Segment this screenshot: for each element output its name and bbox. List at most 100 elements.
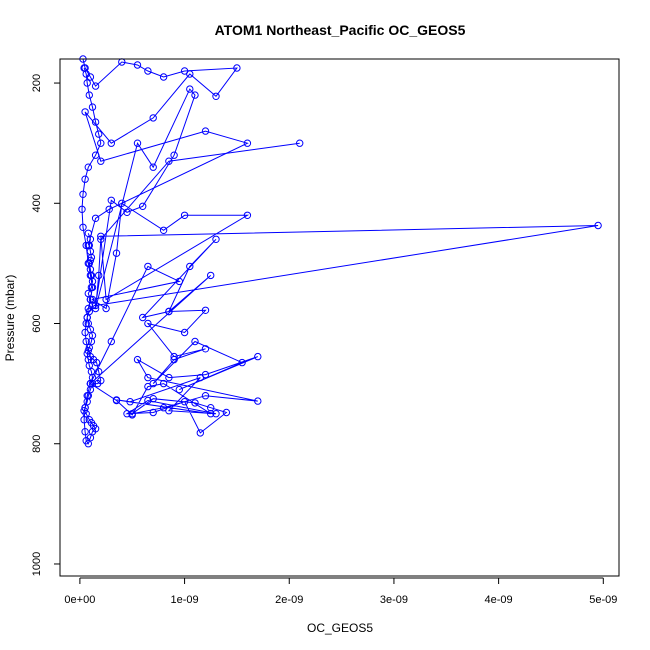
data-point — [107, 337, 116, 346]
data-point — [243, 139, 252, 147]
data-point — [82, 337, 90, 346]
chart-title: ATOM1 Northeast_Pacific OC_GEOS5 — [215, 22, 466, 38]
data-point — [81, 404, 89, 412]
data-point — [88, 103, 97, 111]
data-point — [102, 295, 110, 304]
data-point — [95, 130, 103, 138]
data-point — [102, 304, 110, 313]
data-point — [123, 208, 131, 217]
data-point — [196, 373, 205, 382]
data-point — [91, 118, 100, 126]
data-point — [144, 67, 152, 75]
data-point — [86, 256, 95, 265]
data-point — [123, 410, 131, 418]
data-point — [84, 163, 93, 171]
data-point — [165, 157, 173, 165]
data-point — [85, 91, 94, 99]
data-point — [82, 437, 90, 445]
data-point — [207, 410, 215, 418]
data-point — [91, 301, 100, 310]
data-point — [97, 235, 105, 244]
data-point — [139, 202, 147, 211]
data-layer — [78, 55, 602, 448]
y-axis: 200 400 600 800 1000 — [31, 74, 61, 576]
data-point — [149, 163, 157, 171]
data-point — [144, 262, 152, 271]
data-point — [133, 139, 142, 147]
x-axis: 0e+00 1e-09 2e-09 3e-09 4e-09 5e-09 — [64, 577, 617, 606]
y-axis-label: Pressure (mbar) — [3, 275, 17, 362]
x-tick-label: 3e-09 — [380, 594, 408, 606]
data-point — [196, 429, 205, 437]
data-point — [170, 151, 178, 159]
data-point — [238, 358, 246, 367]
data-point — [82, 241, 90, 250]
data-point — [175, 277, 184, 286]
data-point — [78, 205, 86, 214]
data-point — [144, 319, 152, 328]
data-point — [296, 139, 304, 147]
y-tick-label: 1000 — [31, 552, 43, 576]
data-point — [165, 307, 173, 316]
data-point — [85, 307, 94, 316]
y-tick-label: 600 — [31, 314, 43, 332]
data-point — [126, 398, 134, 406]
data-point — [201, 127, 210, 135]
data-point — [243, 211, 252, 220]
data-point — [144, 396, 152, 405]
data-point — [233, 64, 241, 72]
data-point — [191, 91, 199, 99]
data-point — [139, 313, 147, 322]
data-point — [80, 416, 88, 424]
data-point — [128, 411, 136, 419]
data-point — [81, 175, 89, 183]
y-tick-label: 800 — [31, 435, 43, 453]
data-point — [594, 221, 602, 230]
data-point — [149, 408, 157, 417]
data-point — [191, 337, 199, 346]
x-tick-label: 5e-09 — [589, 594, 617, 606]
data-point — [94, 379, 102, 388]
data-point — [81, 108, 89, 116]
x-tick-label: 4e-09 — [485, 594, 513, 606]
data-point — [170, 352, 178, 361]
data-point — [165, 407, 173, 415]
data-point — [159, 73, 168, 81]
data-point — [105, 205, 113, 214]
data-point — [107, 196, 116, 205]
data-point — [79, 190, 87, 199]
data-point — [97, 157, 105, 165]
data-point — [222, 408, 231, 417]
data-point — [254, 352, 262, 361]
data-point — [95, 367, 103, 376]
data-point — [95, 271, 103, 280]
data-point — [84, 241, 93, 250]
data-point — [170, 355, 178, 364]
data-point — [201, 345, 210, 353]
x-tick-label: 1e-09 — [171, 594, 199, 606]
series-3-line — [82, 58, 249, 246]
data-point — [180, 398, 189, 406]
data-point — [118, 199, 126, 208]
data-point — [97, 232, 105, 241]
data-point — [79, 223, 87, 232]
data-point — [144, 373, 152, 382]
x-tick-label: 0e+00 — [64, 594, 95, 606]
data-point — [86, 379, 95, 388]
data-point — [133, 355, 142, 364]
y-tick-label: 200 — [31, 74, 43, 92]
data-point — [159, 226, 168, 235]
data-point — [212, 235, 220, 244]
data-point — [83, 79, 91, 87]
data-point — [201, 306, 210, 314]
data-point — [107, 139, 116, 147]
data-point — [165, 373, 173, 382]
data-point — [86, 73, 95, 81]
data-point — [175, 385, 184, 394]
data-point — [186, 70, 194, 78]
data-point — [81, 428, 89, 436]
data-point — [186, 262, 194, 271]
data-point — [201, 392, 210, 400]
data-point — [212, 410, 220, 418]
